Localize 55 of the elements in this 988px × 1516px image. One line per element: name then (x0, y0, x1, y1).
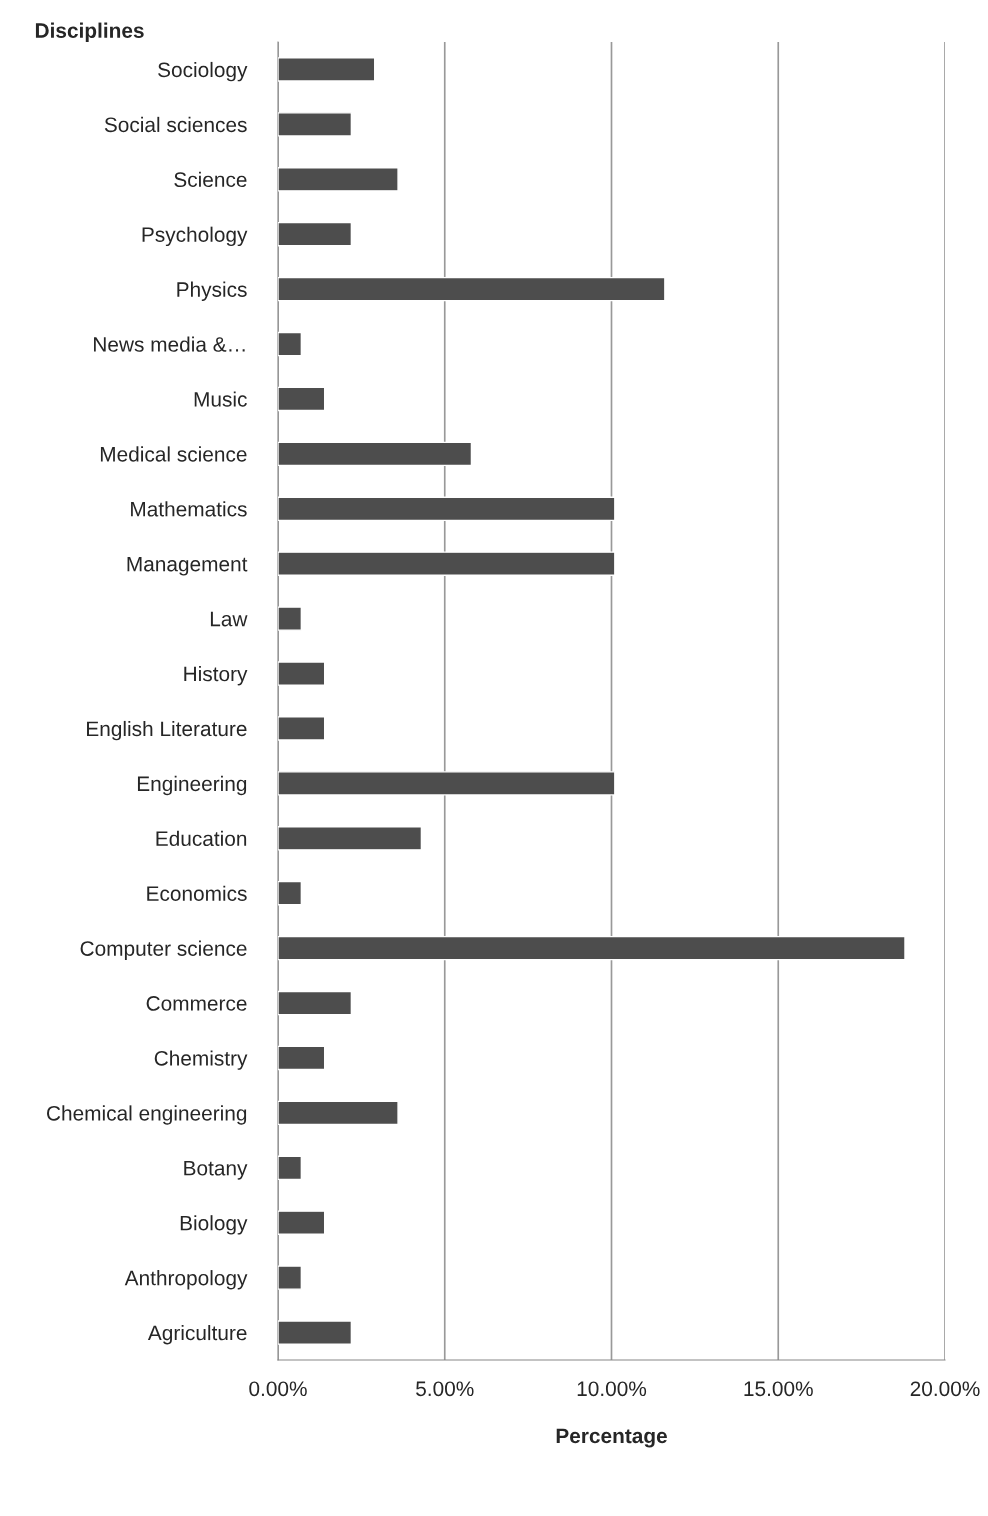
y-tick-label: Social sciences (104, 116, 247, 133)
y-tick-label: Education (156, 830, 247, 847)
y-axis-title: Disciplines (35, 22, 144, 42)
y-tick-label: History (184, 665, 248, 686)
y-tick-label: Economics (147, 885, 247, 901)
bar (278, 276, 666, 302)
bar (278, 990, 353, 1016)
bar (278, 1155, 303, 1181)
bar (278, 57, 376, 82)
bar (278, 880, 303, 906)
x-tick-label: 15.00% (744, 1381, 813, 1397)
bar (278, 1210, 326, 1235)
bar (278, 1320, 353, 1345)
bar (278, 661, 326, 686)
y-tick-label: Law (210, 611, 248, 627)
bar (278, 496, 616, 522)
y-tick-label: Botany (184, 1161, 248, 1180)
x-axis-title: Percentage (556, 1428, 667, 1448)
y-tick-label: Mathematics (131, 501, 247, 517)
y-tick-label: Chemistry (154, 1050, 248, 1070)
y-tick-label: Engineering (137, 775, 247, 796)
y-tick-label: English Literature (87, 720, 247, 741)
bar (278, 112, 353, 137)
bar (278, 441, 473, 467)
y-tick-label: Physics (177, 281, 247, 301)
bar (278, 1045, 326, 1071)
y-tick-label: Computer science (80, 940, 247, 960)
bar (278, 331, 303, 357)
x-tick-label: 5.00% (416, 1381, 474, 1397)
y-tick-label: Medical science (100, 446, 247, 462)
bar (278, 935, 906, 961)
bar (278, 716, 326, 741)
x-tick-label: 10.00% (577, 1381, 647, 1397)
y-tick-label: Commerce (146, 996, 247, 1011)
y-tick-label: Anthropology (124, 1270, 248, 1290)
bar (278, 606, 303, 631)
bar (278, 826, 423, 851)
bar (278, 1100, 399, 1126)
bar (278, 771, 616, 796)
y-tick-label: Music (194, 391, 247, 407)
y-tick-label: Biology (180, 1215, 248, 1235)
y-tick-label: Chemical engineering (47, 1105, 247, 1125)
y-tick-label: Science (174, 171, 247, 188)
x-tick-label: 20.00% (910, 1381, 980, 1397)
bar (278, 221, 353, 247)
y-tick-label: Agriculture (147, 1324, 247, 1345)
y-tick-label: Sociology (158, 61, 248, 82)
y-tick-label: News media &… (94, 336, 245, 352)
bar (278, 167, 399, 192)
y-tick-label: Psychology (142, 226, 248, 247)
bar (278, 551, 616, 576)
y-tick-label: Management (127, 556, 248, 576)
bar (278, 1265, 303, 1290)
x-tick-label: 0.00% (249, 1381, 307, 1397)
bar (278, 386, 326, 412)
